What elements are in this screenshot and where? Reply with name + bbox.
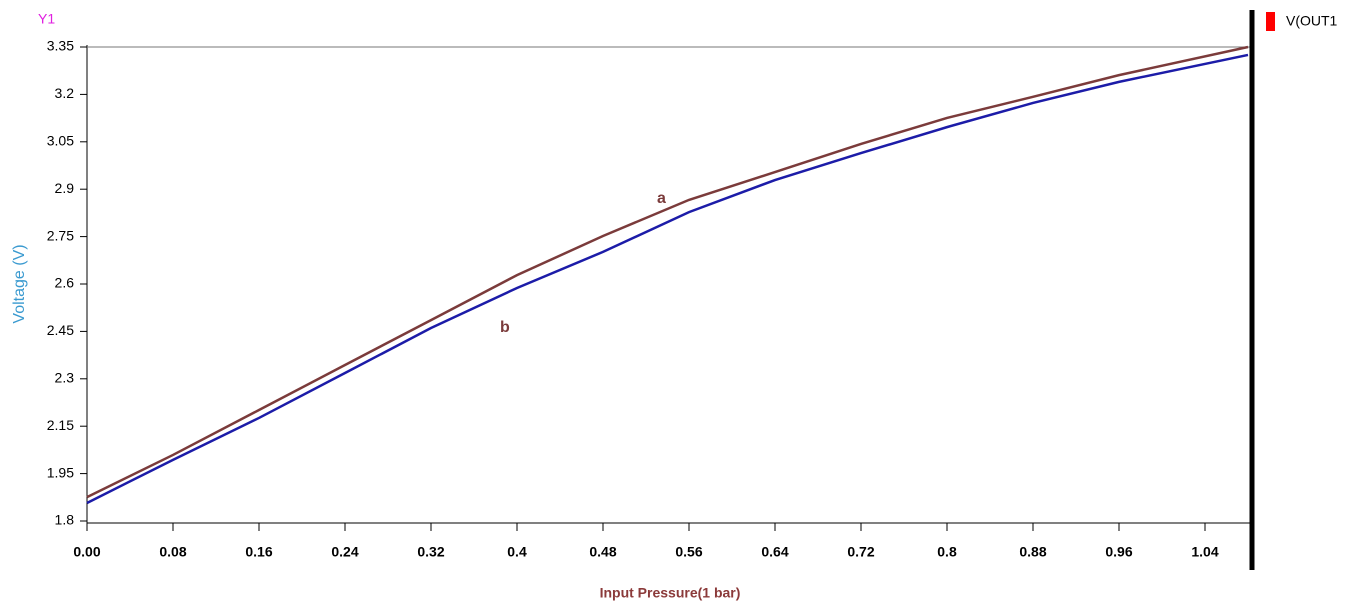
y-tick-label: 2.75 (47, 227, 74, 243)
x-tick-label: 1.04 (1191, 544, 1218, 560)
y-axis-label: Voltage (V) (11, 244, 28, 323)
y-tick-label: 3.05 (47, 133, 74, 149)
series-line (86, 45, 1249, 499)
y-tick-label: 2.45 (47, 322, 74, 338)
x-tick-label: 0.56 (675, 544, 702, 560)
series-annotation: b (500, 319, 510, 336)
x-tick-label: 0.8 (937, 544, 957, 560)
y-tick-label: 3.2 (55, 85, 75, 101)
y-axis-name: Y1 (38, 11, 55, 27)
y-tick-label: 2.15 (47, 417, 74, 433)
y-tick-label: 2.9 (55, 180, 75, 196)
x-tick-label: 0.64 (761, 544, 788, 560)
x-tick-label: 0.00 (73, 544, 100, 560)
y-tick-label: 2.3 (55, 370, 75, 386)
legend-label: V(OUT1 (1286, 13, 1338, 29)
x-tick-label: 0.72 (847, 544, 874, 560)
x-tick-label: 0.24 (331, 544, 358, 560)
x-tick-label: 0.4 (507, 544, 527, 560)
series-annotation: a (657, 190, 666, 207)
x-tick-label: 0.16 (245, 544, 272, 560)
x-tick-label: 0.88 (1019, 544, 1046, 560)
legend-swatch (1266, 12, 1275, 31)
x-tick-label: 0.96 (1105, 544, 1132, 560)
y-tick-label: 1.8 (55, 512, 75, 528)
y-tick-label: 1.95 (47, 464, 74, 480)
x-tick-label: 0.08 (159, 544, 186, 560)
x-axis-label: Input Pressure(1 bar) (600, 585, 741, 601)
x-tick-label: 0.48 (589, 544, 616, 560)
x-tick-label: 0.32 (417, 544, 444, 560)
y-tick-label: 2.6 (55, 275, 75, 291)
y-tick-label: 3.35 (47, 38, 74, 54)
series-line (86, 53, 1249, 505)
